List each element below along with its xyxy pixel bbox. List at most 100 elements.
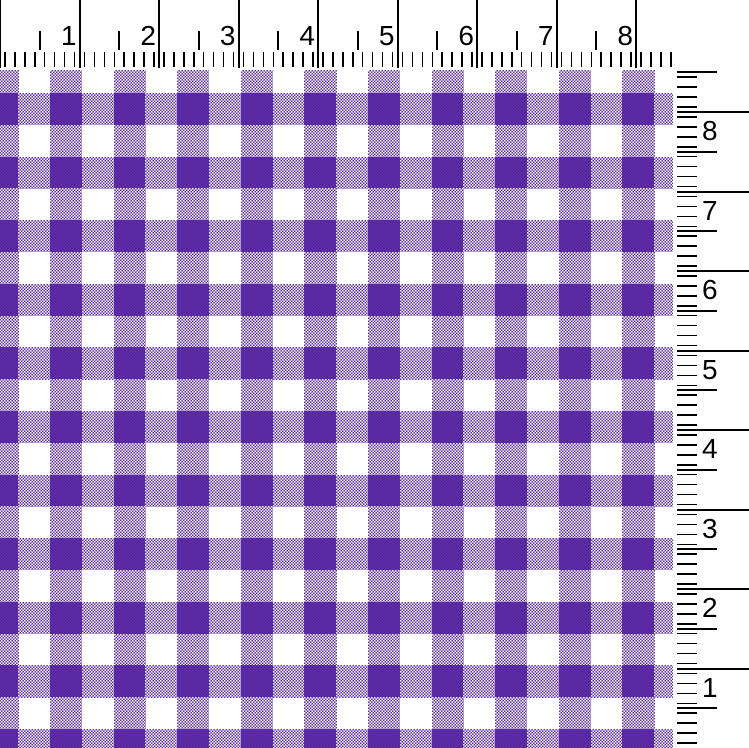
gingham-cell-light [590, 665, 623, 698]
gingham-cell-light [81, 347, 115, 380]
right-ruler-eighth-tick [677, 374, 697, 377]
top-ruler-inch-tick [635, 0, 637, 68]
right-ruler-eighth-tick [677, 364, 697, 367]
top-ruler-inch-tick [476, 0, 478, 68]
right-ruler-eighth-tick [677, 354, 697, 357]
gingham-cell-light [177, 188, 210, 221]
gingham-cell-light [431, 570, 464, 603]
gingham-cell-light [0, 188, 19, 221]
gingham-cell-light [368, 379, 401, 412]
gingham-cell-light [113, 633, 146, 666]
gingham-cell-light [0, 442, 19, 476]
gingham-cell-light [336, 220, 369, 253]
gingham-cell-light [272, 474, 305, 507]
gingham-cell-dark [495, 283, 528, 317]
gingham-cell-light [272, 283, 305, 317]
right-ruler-eighth-tick [677, 414, 697, 416]
gingham-cell-light [272, 601, 305, 635]
gingham-cell-light [431, 315, 464, 348]
gingham-cell-light [304, 252, 337, 285]
top-ruler-eighth-tick [202, 52, 205, 67]
top-ruler-eighth-tick [332, 52, 334, 67]
gingham-cell-dark [240, 411, 274, 444]
top-ruler-eighth-tick [540, 52, 543, 67]
top-ruler-number: 4 [299, 20, 315, 51]
gingham-cell-light [622, 252, 655, 285]
gingham-cell-light [399, 601, 433, 635]
gingham-cell-dark [558, 347, 592, 380]
gingham-cell-dark [240, 283, 274, 317]
gingham-cell-dark [50, 601, 83, 635]
gingham-cell-dark [431, 411, 464, 444]
right-ruler-eighth-tick [677, 215, 697, 218]
gingham-cell-light [368, 697, 401, 730]
gingham-cell-dark [558, 665, 592, 698]
gingham-cell-light [50, 442, 83, 476]
right-ruler-half-tick [677, 468, 717, 471]
gingham-cell-light [590, 411, 623, 444]
gingham-cell-light [622, 379, 655, 412]
gingham-cell-light [209, 283, 242, 317]
right-ruler-inch-tick [677, 111, 749, 113]
top-ruler-eighth-tick [262, 52, 265, 67]
gingham-cell-dark [431, 283, 464, 317]
gingham-cell-light [368, 70, 401, 94]
gingham-cell-light [272, 93, 305, 126]
gingham-cell-light [399, 411, 433, 444]
gingham-cell-dark [113, 538, 146, 571]
top-ruler-eighth-tick [292, 52, 294, 67]
gingham-cell-light [368, 252, 401, 285]
top-ruler-eighth-tick [401, 52, 404, 67]
gingham-cell-light [527, 665, 560, 698]
top-ruler-eighth-tick [501, 52, 503, 67]
right-ruler-eighth-tick [677, 86, 697, 88]
top-ruler-eighth-tick [163, 52, 165, 67]
right-ruler-eighth-tick [677, 235, 697, 237]
gingham-cell-dark [240, 601, 274, 635]
gingham-cell-light [50, 188, 83, 221]
gingham-cell-light [495, 697, 528, 730]
gingham-cell-light [304, 442, 337, 476]
gingham-cell-light [336, 411, 369, 444]
gingham-cell-light [336, 665, 369, 698]
gingham-cell-dark [368, 156, 401, 189]
right-ruler-eighth-tick [677, 245, 697, 247]
gingham-cell-light [81, 156, 115, 189]
right-ruler-inch-tick [677, 349, 749, 352]
top-ruler-eighth-tick [491, 52, 493, 67]
gingham-cell-light [336, 474, 369, 507]
gingham-cell-light [0, 697, 19, 730]
gingham-cell-light [558, 252, 592, 285]
gingham-cell-light [304, 697, 337, 730]
gingham-cell-light [177, 124, 210, 158]
gingham-cell-light [50, 315, 83, 348]
gingham-cell-light [18, 156, 51, 189]
gingham-cell-light [304, 315, 337, 348]
gingham-cell-light [50, 633, 83, 666]
top-ruler-number: 8 [617, 20, 633, 51]
right-ruler-eighth-tick [677, 324, 697, 327]
gingham-cell-light [272, 538, 305, 571]
gingham-cell-light [113, 188, 146, 221]
top-ruler-eighth-tick [371, 52, 374, 67]
gingham-cell-dark [368, 411, 401, 444]
gingham-cell-light [240, 570, 274, 603]
gingham-cell-light [0, 506, 19, 539]
gingham-cell-dark [431, 665, 464, 698]
gingham-cell-light [50, 506, 83, 539]
gingham-cell-dark [304, 283, 337, 317]
gingham-cell-light [209, 729, 242, 748]
gingham-cell-light [495, 70, 528, 94]
gingham-cell-light [240, 124, 274, 158]
top-ruler-eighth-tick [342, 52, 344, 67]
gingham-cell-light [81, 93, 115, 126]
top-ruler-eighth-tick [660, 52, 662, 67]
right-ruler-half-tick [677, 707, 717, 710]
right-ruler-eighth-tick [677, 623, 697, 625]
gingham-cell-dark [50, 538, 83, 571]
gingham-cell-light [50, 252, 83, 285]
gingham-cell-dark [50, 729, 83, 748]
top-ruler-half-tick [356, 31, 359, 50]
top-ruler-eighth-tick [361, 52, 364, 67]
gingham-cell-light [145, 538, 178, 571]
